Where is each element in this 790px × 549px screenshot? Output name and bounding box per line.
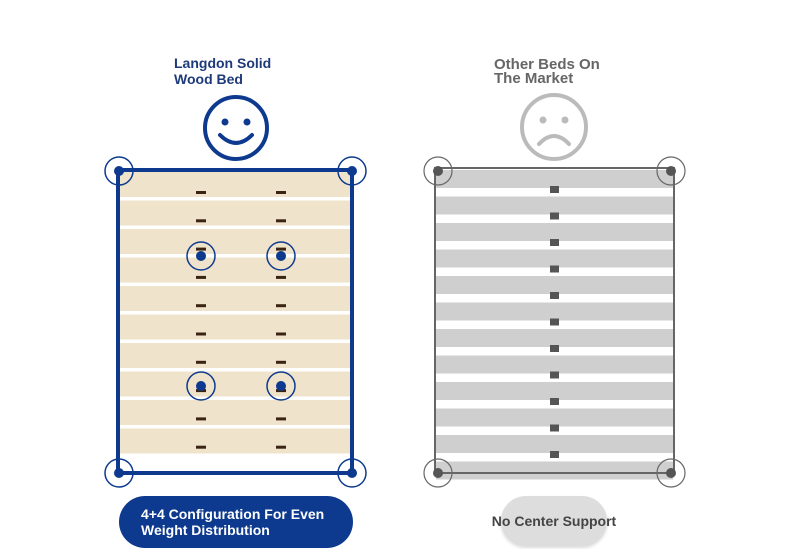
corner-leg [433,166,443,176]
slat-joint-marker [550,371,559,379]
langdon-slat [120,286,350,311]
slat-joint-marker [550,265,559,273]
corner-leg-ring [656,156,686,186]
no-center-support-badge: No Center Support [492,496,616,546]
langdon-slat [120,371,350,397]
no-center-support-label: No Center Support [491,513,617,529]
other-bed-slat [436,408,673,427]
configuration-badge: 4+4 Configuration For Even Weight Distri… [119,496,353,548]
support-leg [276,381,286,391]
corner-leg [114,166,124,176]
frowning-face-icon [520,93,588,161]
other-bed-slat [436,435,673,453]
support-leg-ring [266,371,296,401]
center-rail-marker [276,417,286,421]
support-leg-ring [186,371,216,401]
other-bed-slat [436,223,673,241]
other-bed-slat [436,355,673,374]
corner-leg-ring [104,156,134,186]
support-leg [196,381,206,391]
langdon-title: Langdon Solid Wood Bed [174,55,272,87]
slat-joint-marker [550,345,559,352]
center-rail-marker [276,304,286,308]
center-rail-marker [276,247,286,251]
corner-leg-ring [337,458,367,488]
support-leg [276,251,286,261]
center-rail-marker [196,247,206,251]
slat-joint-marker [550,212,559,220]
corner-leg-ring [656,458,686,488]
slat-joint-marker [550,239,559,246]
corner-leg [666,166,676,176]
other-bed-slat [436,302,673,321]
other-bed-slat [436,329,673,347]
other-bed-slat [436,382,673,400]
center-rail-marker [276,275,286,279]
center-rail-marker [196,191,206,194]
other-bed-slat [436,196,673,215]
center-rail-marker [196,417,206,421]
other-beds-title: Other Beds On The Market [494,56,600,87]
center-rail-marker [276,332,286,336]
other-bed-slat [436,276,673,294]
other-bed-slat [436,170,673,188]
center-rail-marker [276,191,286,194]
center-rail-marker [196,360,206,364]
slat-joint-marker [550,318,559,326]
langdon-slat [120,314,350,340]
langdon-slat [120,172,350,197]
corner-leg-ring [423,156,453,186]
support-leg [196,251,206,261]
center-rail-marker [196,332,206,336]
slat-joint-marker [550,424,559,432]
other-bed-diagram [423,156,686,488]
corner-leg [114,468,124,478]
langdon-slat [120,200,350,226]
slat-joint-marker [550,186,559,193]
center-rail-marker [196,275,206,279]
center-rail-marker [276,219,286,223]
langdon-bed-diagram [104,156,367,488]
center-rail-marker [276,360,286,364]
support-leg-ring [266,241,296,271]
other-bed-frame [434,167,675,474]
center-rail-marker [276,445,286,449]
support-leg-ring [186,241,216,271]
center-rail-marker [196,304,206,308]
corner-leg [433,468,443,478]
corner-leg-ring [337,156,367,186]
corner-leg-ring [104,458,134,488]
slat-joint-marker [550,292,559,299]
langdon-slat [120,229,350,254]
other-bed-slat [436,461,673,480]
center-rail-marker [196,445,206,449]
slat-joint-marker [550,398,559,405]
langdon-slat [120,428,350,454]
langdon-slat [120,343,350,368]
smiley-face-icon [203,95,269,161]
corner-leg-ring [423,458,453,488]
corner-leg [666,468,676,478]
langdon-slat [120,400,350,425]
slat-joint-marker [550,451,559,458]
center-rail-marker [196,219,206,223]
langdon-frame [116,168,354,475]
corner-leg [347,468,357,478]
langdon-slat [120,257,350,283]
corner-leg [347,166,357,176]
other-bed-slat [436,249,673,268]
